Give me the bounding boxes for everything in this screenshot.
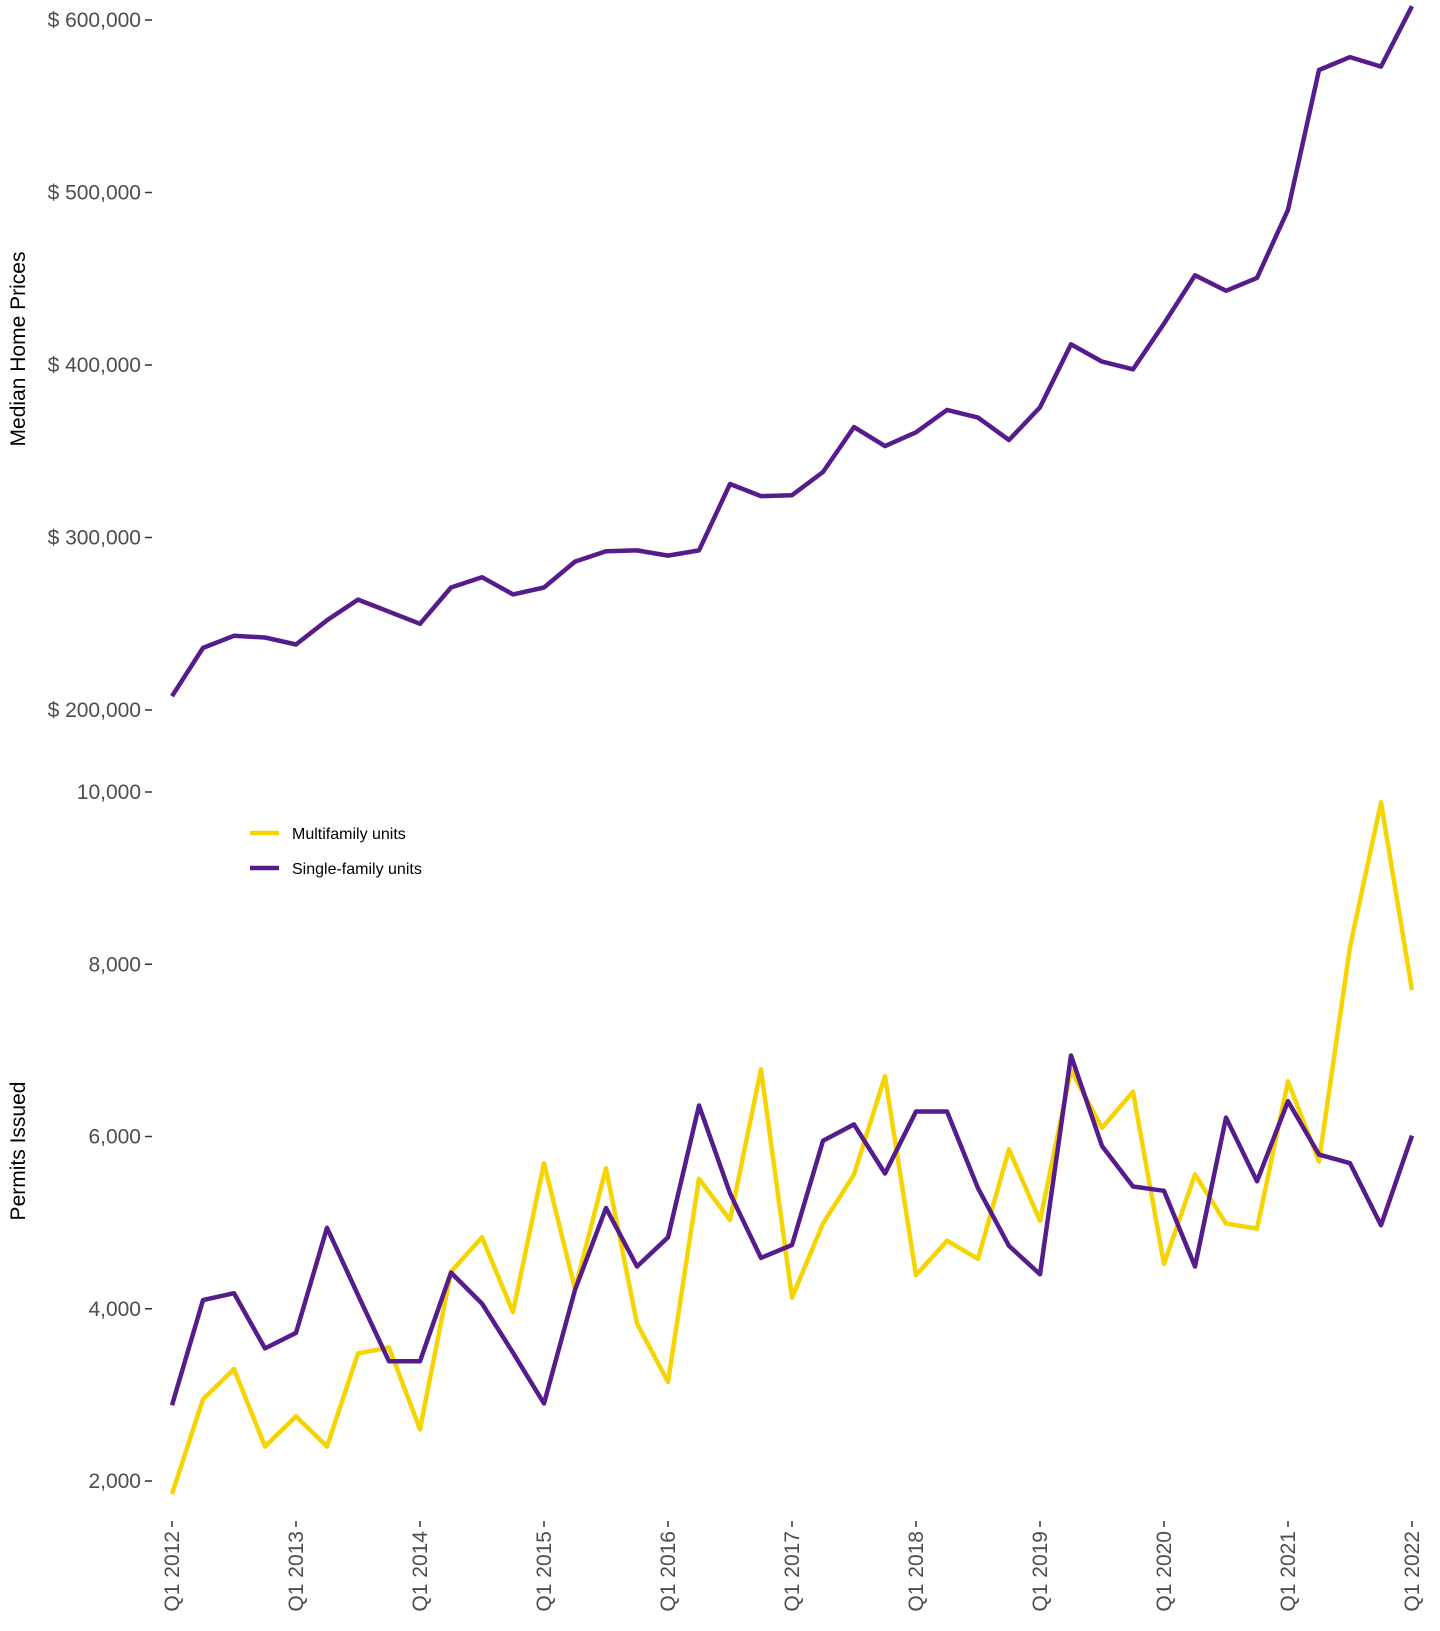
permits-y-axis: 2,000 4,000 6,000 8,000 10,000 (77, 781, 152, 1493)
permits-series-line-1 (169, 1053, 1415, 1406)
permits-series-line-0 (169, 800, 1415, 1495)
x-tick-label: Q1 2013 (285, 1531, 308, 1612)
x-tick-label: Q1 2012 (161, 1531, 184, 1612)
permits-lines (169, 800, 1415, 1495)
legend-label-multifamily: Multifamily units (292, 826, 406, 843)
price-series-line-0 (170, 5, 1415, 698)
permits-panel: Permits Issued 2,000 4,000 6,000 8,000 10,00… (7, 781, 1424, 1612)
price-y-tick-label: $ 600,000 (48, 9, 141, 32)
legend-label-single-family: Single-family units (292, 861, 422, 878)
x-tick-label: Q1 2018 (905, 1531, 928, 1612)
permits-y-tick-label: 6,000 (88, 1126, 141, 1149)
x-tick-label: Q1 2022 (1401, 1531, 1424, 1612)
price-lines (170, 5, 1415, 698)
x-tick-label: Q1 2019 (1029, 1531, 1052, 1612)
x-tick-label: Q1 2020 (1153, 1531, 1176, 1612)
price-y-tick-label: $ 500,000 (48, 182, 141, 205)
x-tick-label: Q1 2015 (533, 1531, 556, 1612)
price-axis-title: Median Home Prices (7, 252, 30, 447)
permits-y-tick-label: 8,000 (88, 953, 141, 976)
legend: Multifamily units Single-family units (250, 826, 422, 878)
price-y-tick-label: $ 400,000 (48, 354, 141, 377)
permits-x-axis: Q1 2012 Q1 2013 Q1 2014 Q1 2015 Q1 2016 Q1 20… (161, 1521, 1424, 1612)
permits-axis-title: Permits Issued (7, 1082, 30, 1221)
price-y-tick-label: $ 300,000 (48, 527, 141, 550)
x-tick-label: Q1 2021 (1277, 1531, 1300, 1612)
price-panel: Median Home Prices $ 200,000 $ 300,000 $ 4… (7, 5, 1415, 722)
permits-y-tick-label: 4,000 (88, 1298, 141, 1321)
x-tick-label: Q1 2017 (781, 1531, 804, 1612)
permits-y-tick-label: 10,000 (77, 781, 141, 804)
price-y-tick-label: $ 200,000 (48, 699, 141, 722)
x-tick-label: Q1 2016 (657, 1531, 680, 1612)
x-tick-label: Q1 2014 (409, 1531, 432, 1612)
price-y-axis: $ 200,000 $ 300,000 $ 400,000 $ 500,000 $ 60… (48, 9, 152, 722)
permits-y-tick-label: 2,000 (88, 1470, 141, 1493)
